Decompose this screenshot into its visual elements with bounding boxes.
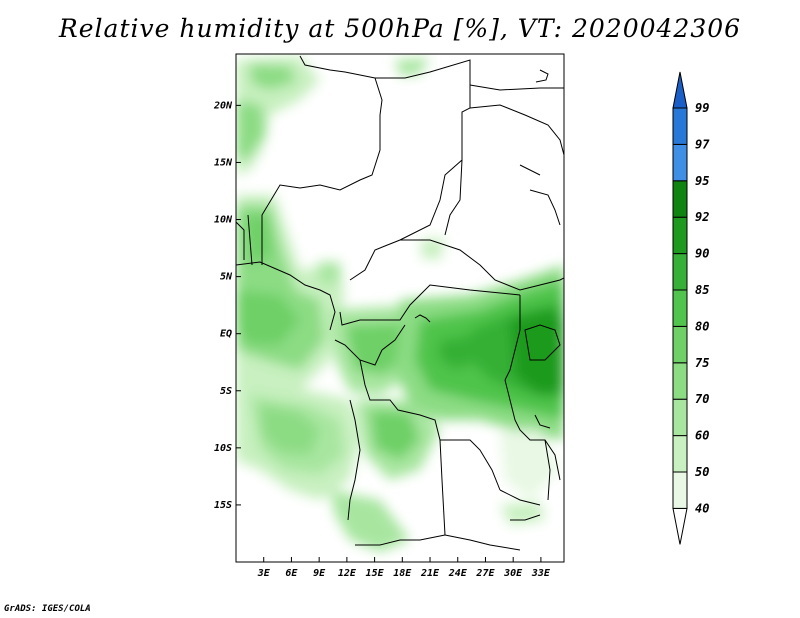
colorbar: 40 50 60 70 75 80 85 90 92 95 97 99 xyxy=(672,71,710,545)
colorbar-swatch xyxy=(672,398,688,437)
colorbar-label: 75 xyxy=(695,356,709,370)
y-tick-label: 10N xyxy=(214,215,233,226)
colorbar-swatch xyxy=(672,107,688,145)
colorbar-label: 95 xyxy=(695,174,709,188)
x-tick-label: 6E xyxy=(285,568,298,579)
plot-frame xyxy=(235,53,565,563)
colorbar-label: 60 xyxy=(695,429,709,443)
y-tick-label: EQ xyxy=(220,329,232,340)
colorbar-swatch xyxy=(672,253,688,291)
y-axis: 20N 15N 10N 5N EQ 5S 10S 15S xyxy=(213,100,241,511)
country-borders xyxy=(236,55,564,551)
credit-label: GrADS: IGES/COLA xyxy=(4,604,91,614)
colorbar-swatch xyxy=(672,216,688,255)
y-tick-label: 15S xyxy=(214,500,232,511)
x-tick-label: 30E xyxy=(503,568,523,579)
x-tick-label: 24E xyxy=(448,568,468,579)
colorbar-swatch xyxy=(672,325,688,364)
colorbar-swatch xyxy=(672,289,688,327)
colorbar-label: 80 xyxy=(695,319,709,333)
colorbar-label: 90 xyxy=(695,247,709,261)
x-tick-label: 27E xyxy=(475,568,495,579)
colorbar-swatch xyxy=(672,471,688,509)
x-tick-label: 18E xyxy=(393,568,412,579)
colorbar-label: 70 xyxy=(695,392,709,406)
y-tick-label: 5S xyxy=(220,386,232,397)
y-tick-label: 20N xyxy=(213,100,233,111)
colorbar-swatch xyxy=(672,143,688,182)
colorbar-lower-triangle xyxy=(672,507,688,545)
x-axis: 3E 6E 9E 12E 15E 18E 21E 24E 27E 30E 33E xyxy=(257,557,551,579)
x-tick-label: 21E xyxy=(420,568,440,579)
y-tick-label: 15N xyxy=(214,157,233,168)
colorbar-swatch xyxy=(672,435,688,473)
colorbar-label: 97 xyxy=(695,137,710,151)
colorbar-label: 92 xyxy=(695,210,709,224)
colorbar-label: 85 xyxy=(695,283,709,297)
colorbar-label: 40 xyxy=(695,501,709,515)
colorbar-swatch xyxy=(672,180,688,218)
y-tick-label: 5N xyxy=(220,272,233,283)
x-tick-label: 15E xyxy=(366,568,385,579)
colorbar-swatch xyxy=(672,362,688,400)
colorbar-label: 99 xyxy=(695,101,709,115)
colorbar-upper-triangle xyxy=(672,71,688,109)
x-tick-label: 12E xyxy=(338,568,357,579)
y-tick-label: 10S xyxy=(214,443,232,454)
map-title: Relative humidity at 500hPa [%], VT: 202… xyxy=(58,14,742,43)
x-tick-label: 9E xyxy=(313,568,326,579)
humidity-shading xyxy=(236,56,564,552)
x-tick-label: 33E xyxy=(531,568,551,579)
colorbar-label: 50 xyxy=(695,465,709,479)
x-tick-label: 3E xyxy=(257,568,271,579)
